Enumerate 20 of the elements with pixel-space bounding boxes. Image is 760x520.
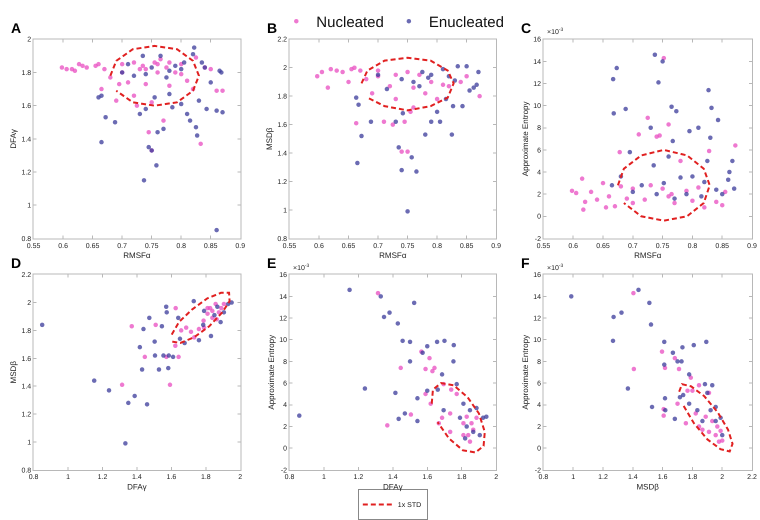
x-axis-title: RMSFα xyxy=(379,250,407,260)
chart-title: C xyxy=(521,20,532,36)
x-axis-title: RMSFα xyxy=(123,250,151,260)
y-axis-title: Approximate Entropy xyxy=(520,101,530,176)
chart-title: D xyxy=(11,255,22,271)
legend-label: Enucleated xyxy=(428,14,504,32)
chart-title: F xyxy=(521,255,530,271)
x-axis-title: DFAγ xyxy=(383,482,403,492)
x-axis-title: MSDβ xyxy=(636,482,660,492)
y-axis-title: MSDβ xyxy=(9,360,18,384)
chart-title: A xyxy=(11,20,22,36)
y-axis-title: Approximate Entropy xyxy=(520,334,530,410)
y-axis-title: DFAγ xyxy=(9,129,18,149)
x-axis-title: RMSFα xyxy=(634,250,662,260)
chart-title: E xyxy=(267,255,276,271)
legend-label: Nucleated xyxy=(316,14,384,32)
x-axis-title: DFAγ xyxy=(127,482,147,492)
y-axis-title: Approximate Entropy xyxy=(266,334,276,410)
chart-title: B xyxy=(267,20,278,36)
y-axis-title: MSDβ xyxy=(265,127,274,150)
